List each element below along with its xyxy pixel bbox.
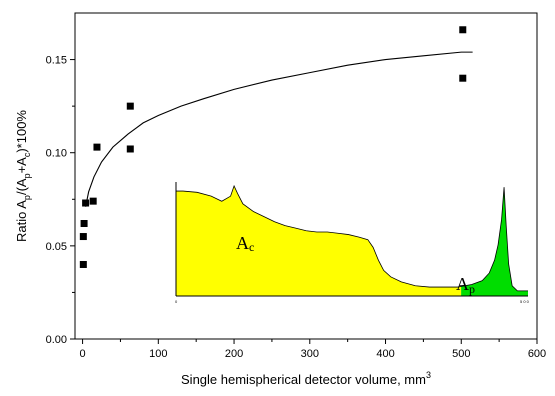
inset-label-right: Ap — [456, 274, 475, 296]
inset-spectrum-line — [176, 184, 528, 292]
x-axis-title: Single hemispherical detector volume, mm… — [181, 370, 431, 387]
x-tick-label: 100 — [149, 348, 167, 360]
inset-region-left — [176, 185, 462, 296]
x-tick-label: 600 — [528, 348, 546, 360]
data-point — [79, 260, 87, 268]
axis-text-layer: 0 100 200 300 400 500 600 0.00 0.05 0.10 0.15 Singl… — [14, 55, 546, 387]
data-point — [93, 143, 101, 151]
data-point — [459, 74, 467, 82]
data-points-layer — [79, 26, 467, 268]
data-point — [126, 102, 134, 110]
data-point — [89, 197, 97, 205]
plot-frame-layer — [70, 12, 538, 344]
y-tick-label: 0.15 — [46, 55, 67, 67]
y-tick-label: 0.00 — [46, 334, 67, 346]
y-axis-title: Ratio Ap/(Ap+Ac)*100% — [14, 110, 32, 242]
data-point — [80, 220, 88, 228]
y-tick-label: 0.10 — [46, 148, 67, 160]
x-tick-label: 0 — [80, 348, 86, 360]
data-point — [82, 199, 90, 207]
y-tick-label: 0.05 — [46, 241, 67, 253]
data-point — [79, 233, 87, 241]
inset-spectrum: 0 5 0 0 Ac Ap — [175, 182, 530, 304]
plot-frame — [74, 12, 538, 340]
x-tick-label: 400 — [376, 348, 394, 360]
inset-tick-right: 5 0 0 — [520, 299, 530, 304]
fit-curve-layer — [85, 51, 473, 207]
fit-curve — [85, 51, 473, 207]
data-point — [126, 145, 134, 153]
inset-region-right — [461, 187, 528, 296]
data-point — [459, 26, 467, 34]
x-tick-label: 300 — [301, 348, 319, 360]
x-tick-label: 200 — [225, 348, 243, 360]
inset-label-left: Ac — [236, 233, 254, 254]
inset-tick-left: 0 — [175, 299, 178, 304]
x-tick-label: 500 — [452, 348, 470, 360]
